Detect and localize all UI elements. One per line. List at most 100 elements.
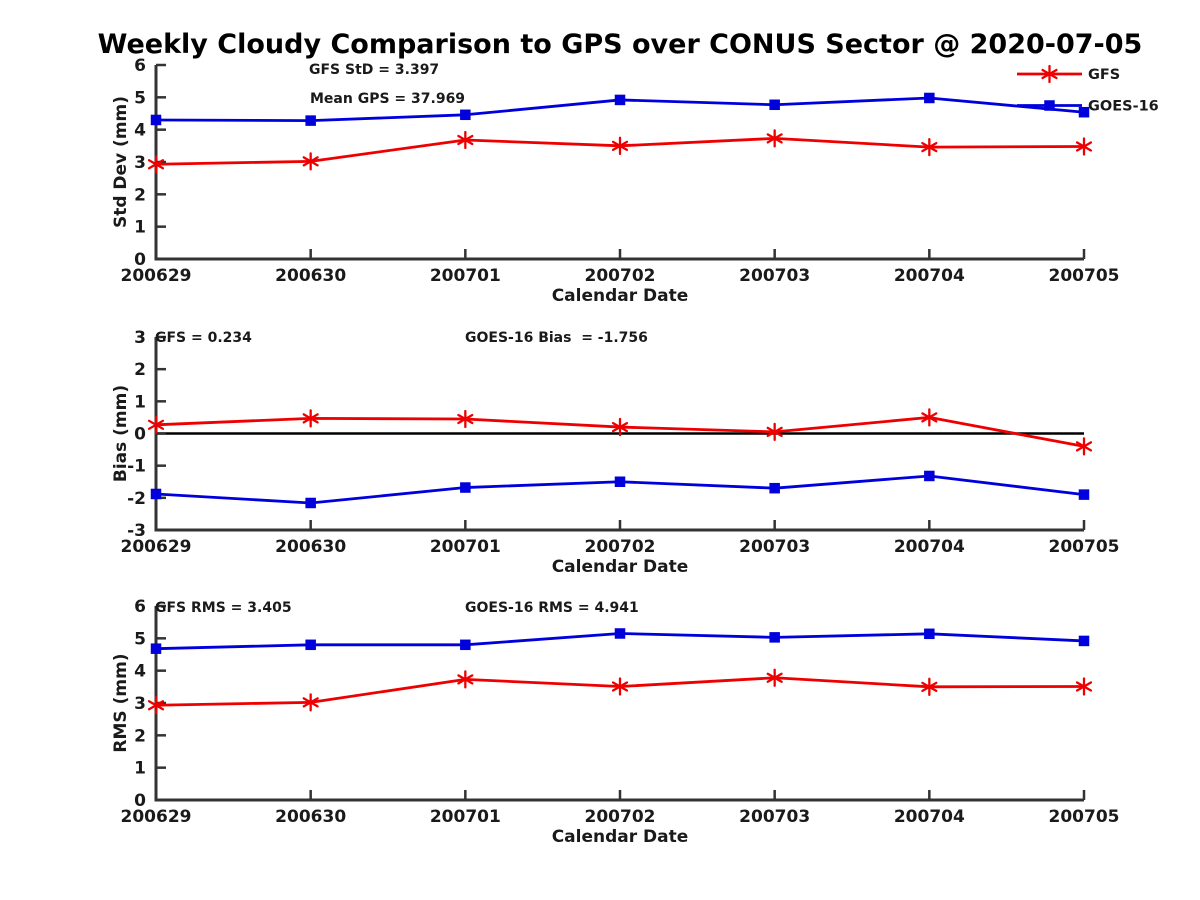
asterisk-spoke xyxy=(921,141,938,153)
x-tick-label: 200629 xyxy=(121,266,192,286)
point-gfs xyxy=(611,677,629,696)
y-tick-label: 5 xyxy=(134,88,146,108)
x-tick-label: 200705 xyxy=(1049,537,1120,557)
asterisk-spoke xyxy=(611,140,629,151)
x-tick-label: 200702 xyxy=(585,537,656,557)
point-gfs xyxy=(457,670,474,689)
point-goes-16 xyxy=(1078,489,1090,500)
point-goes-16 xyxy=(150,114,162,126)
y-tick-label: 1 xyxy=(134,392,146,412)
x-tick-label: 200629 xyxy=(121,537,192,557)
point-gfs xyxy=(302,693,319,712)
legend: GFS GOES-16 xyxy=(1017,64,1159,115)
x-tick-label: 200701 xyxy=(430,537,501,557)
x-tick-label: 200630 xyxy=(275,537,346,557)
x-tick-label: 200703 xyxy=(739,537,810,557)
asterisk-spoke xyxy=(921,412,938,423)
point-goes-16 xyxy=(1078,106,1090,118)
point-gfs xyxy=(921,408,938,427)
asterisk-spoke xyxy=(302,697,319,708)
x-tick-label: 200702 xyxy=(585,266,656,286)
point-gfs xyxy=(766,422,783,442)
x-tick-label: 200704 xyxy=(894,807,965,827)
y-tick-label: 0 xyxy=(134,250,146,270)
x-tick-label: 200703 xyxy=(739,807,810,827)
legend-marker-square xyxy=(1044,100,1055,111)
y-tick-label: 1 xyxy=(134,759,146,779)
asterisk-spoke xyxy=(1075,681,1093,692)
x-axis-label: Calendar Date xyxy=(552,286,689,306)
point-gfs xyxy=(147,155,165,174)
point-gfs xyxy=(766,129,783,148)
subplot-rms-mm: 0 1 2 3 4 5 6 200629 200630 200701 200702 200703 200… xyxy=(111,597,1119,847)
y-tick-label: 6 xyxy=(134,56,146,76)
legend-label: GFS xyxy=(1088,67,1120,83)
x-tick-label: 200701 xyxy=(430,266,501,286)
asterisk-spoke xyxy=(766,426,783,438)
point-goes-16 xyxy=(614,476,626,487)
y-tick-label: -3 xyxy=(127,521,146,541)
asterisk-spoke xyxy=(147,419,165,430)
x-tick-label: 200630 xyxy=(275,266,346,286)
annotation: GFS StD = 3.397 xyxy=(309,62,439,78)
point-goes-16 xyxy=(305,115,316,126)
annotation: GOES-16 RMS = 4.941 xyxy=(465,600,639,616)
point-gfs xyxy=(1075,677,1093,696)
point-gfs xyxy=(147,415,165,434)
x-axis-label: Calendar Date xyxy=(552,827,689,847)
annotation: Mean GPS = 37.969 xyxy=(310,91,465,107)
asterisk-spoke xyxy=(1041,68,1058,80)
x-axis-label: Calendar Date xyxy=(552,557,689,577)
point-goes-16 xyxy=(769,482,780,494)
y-tick-label: 6 xyxy=(134,597,146,617)
asterisk-spoke xyxy=(457,674,474,685)
asterisk-spoke xyxy=(457,134,474,146)
point-goes-16 xyxy=(150,643,162,654)
point-goes-16 xyxy=(150,488,162,500)
x-tick-label: 200704 xyxy=(894,537,965,557)
x-tick-label: 200704 xyxy=(894,266,965,286)
asterisk-spoke xyxy=(457,413,474,425)
x-tick-label: 200705 xyxy=(1049,807,1120,827)
point-goes-16 xyxy=(924,470,935,482)
annotation: GOES-16 Bias = -1.756 xyxy=(465,330,648,346)
y-axis-label: RMS (mm) xyxy=(111,653,131,752)
y-tick-label: 1 xyxy=(134,218,146,238)
point-gfs xyxy=(302,152,319,171)
point-gfs xyxy=(457,409,474,429)
annotation: GFS = 0.234 xyxy=(155,330,252,346)
asterisk-spoke xyxy=(766,133,783,144)
asterisk-spoke xyxy=(921,681,938,692)
subplot-std-dev-mm: 0 1 2 3 4 5 6 200629 200630 200701 200702 200703 200… xyxy=(111,56,1159,306)
y-tick-label: 3 xyxy=(134,694,146,714)
point-goes-16 xyxy=(460,639,471,651)
y-tick-label: 2 xyxy=(134,185,146,205)
x-tick-label: 200629 xyxy=(121,807,192,827)
asterisk-spoke xyxy=(147,159,165,170)
asterisk-spoke xyxy=(766,672,783,683)
y-tick-label: 3 xyxy=(134,153,146,173)
point-gfs xyxy=(1075,437,1093,456)
y-axis-label: Std Dev (mm) xyxy=(111,96,131,228)
legend-label: GOES-16 xyxy=(1088,99,1159,115)
point-goes-16 xyxy=(305,639,316,651)
figure-title: Weekly Cloudy Comparison to GPS over CON… xyxy=(97,29,1143,60)
x-tick-label: 200701 xyxy=(430,807,501,827)
point-gfs xyxy=(457,130,474,150)
point-gfs xyxy=(147,696,165,715)
y-tick-label: 2 xyxy=(134,360,146,380)
point-goes-16 xyxy=(305,497,316,509)
x-tick-label: 200702 xyxy=(585,807,656,827)
point-gfs xyxy=(766,668,783,687)
y-tick-label: 2 xyxy=(134,726,146,746)
point-gfs xyxy=(1075,137,1093,156)
annotation: GFS RMS = 3.405 xyxy=(155,600,292,616)
y-tick-label: 0 xyxy=(134,791,146,811)
y-tick-label: 4 xyxy=(134,121,146,141)
point-goes-16 xyxy=(924,628,935,640)
asterisk-spoke xyxy=(611,681,629,692)
x-tick-label: 200630 xyxy=(275,807,346,827)
point-gfs xyxy=(302,409,319,428)
x-tick-label: 200705 xyxy=(1049,266,1120,286)
